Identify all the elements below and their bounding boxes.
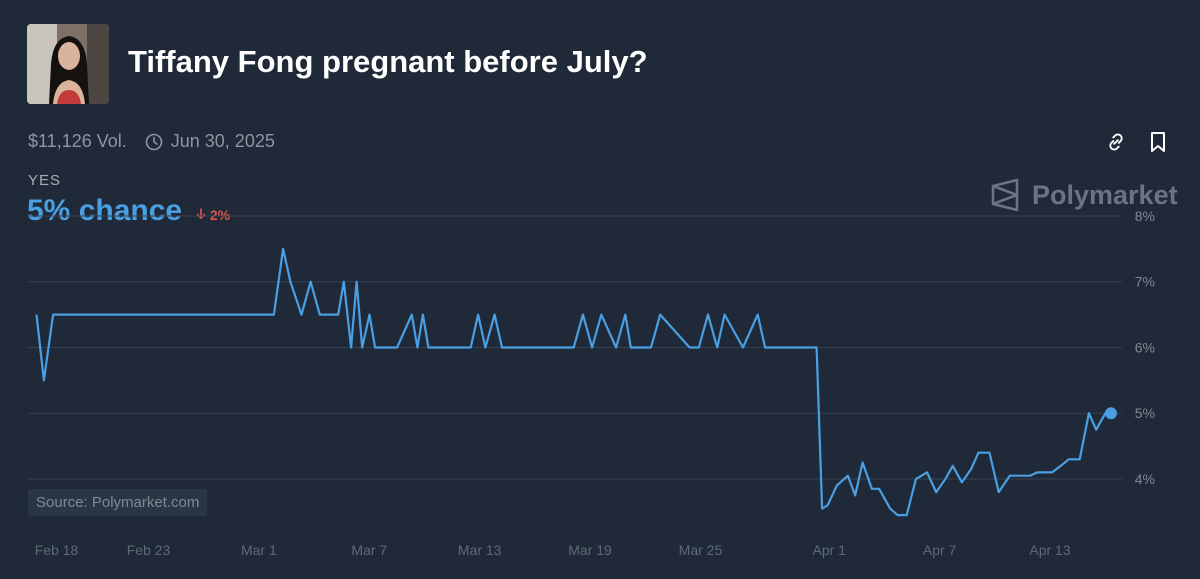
avatar-photo [27, 24, 109, 104]
brand-name: Polymarket [1032, 179, 1178, 210]
market-title: Tiffany Fong pregnant before July? [128, 44, 648, 79]
chance-value: 5% chance [27, 194, 183, 227]
volume-text: $11,126 Vol. [28, 131, 127, 151]
bookmark-icon[interactable] [1146, 130, 1170, 154]
series-line-yes [35, 247, 1111, 517]
y-tick-label: 8% [1135, 208, 1155, 224]
y-axis-ticks: 4% 5% 6% 7% 8% [1135, 208, 1155, 487]
chart-grid [28, 215, 1122, 480]
market-actions [1104, 130, 1170, 154]
outcome-label: YES [28, 172, 62, 189]
x-tick-label: Mar 25 [679, 542, 723, 558]
x-tick-label: Mar 1 [241, 542, 277, 558]
chance-change-value: 2% [209, 207, 231, 223]
x-tick-label: Apr 1 [813, 542, 847, 558]
y-tick-label: 6% [1135, 339, 1155, 355]
x-tick-label: Mar 7 [351, 542, 387, 558]
x-tick-label: Apr 7 [923, 542, 957, 558]
source-label: Source: Polymarket.com [28, 489, 208, 516]
link-icon[interactable] [1104, 130, 1128, 154]
y-tick-label: 5% [1135, 405, 1155, 421]
y-tick-label: 7% [1135, 274, 1155, 290]
x-tick-label: Mar 19 [568, 542, 612, 558]
clock-icon [145, 133, 163, 151]
x-tick-label: Mar 13 [458, 542, 502, 558]
end-date-text: Jun 30, 2025 [170, 131, 275, 151]
x-tick-label: Feb 18 [35, 542, 79, 558]
brand-watermark: Polymarket [990, 178, 1178, 212]
market-meta: $11,126 Vol. Jun 30, 2025 [28, 131, 275, 152]
x-axis-ticks: Feb 18 Feb 23 Mar 1 Mar 7 Mar 13 Mar 19 Mar 25… [35, 542, 1071, 558]
polymarket-logo-icon [991, 178, 1019, 212]
x-tick-label: Apr 13 [1029, 542, 1070, 558]
market-avatar [27, 24, 109, 104]
last-point-marker [1104, 407, 1117, 420]
y-tick-label: 4% [1135, 471, 1155, 487]
x-tick-label: Feb 23 [127, 542, 171, 558]
